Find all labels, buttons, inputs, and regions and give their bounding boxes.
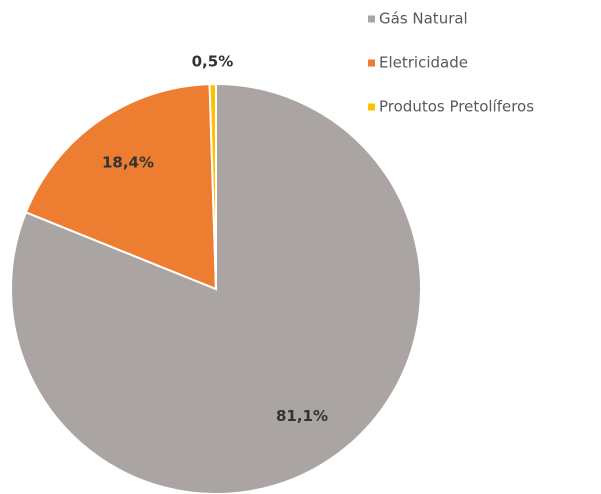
data-label: 0,5%: [192, 53, 234, 71]
data-label: 18,4%: [102, 153, 154, 171]
pie-slice: [208, 82, 217, 290]
legend-swatch: [368, 103, 375, 111]
legend-swatch: [368, 15, 375, 23]
data-label: 81,1%: [276, 407, 328, 425]
pie-slice: [24, 83, 218, 291]
legend-label: Produtos Pretolíferos: [379, 98, 534, 116]
legend-label: Gás Natural: [379, 10, 468, 28]
legend-label: Eletricidade: [379, 54, 468, 72]
legend-swatch: [368, 59, 375, 67]
